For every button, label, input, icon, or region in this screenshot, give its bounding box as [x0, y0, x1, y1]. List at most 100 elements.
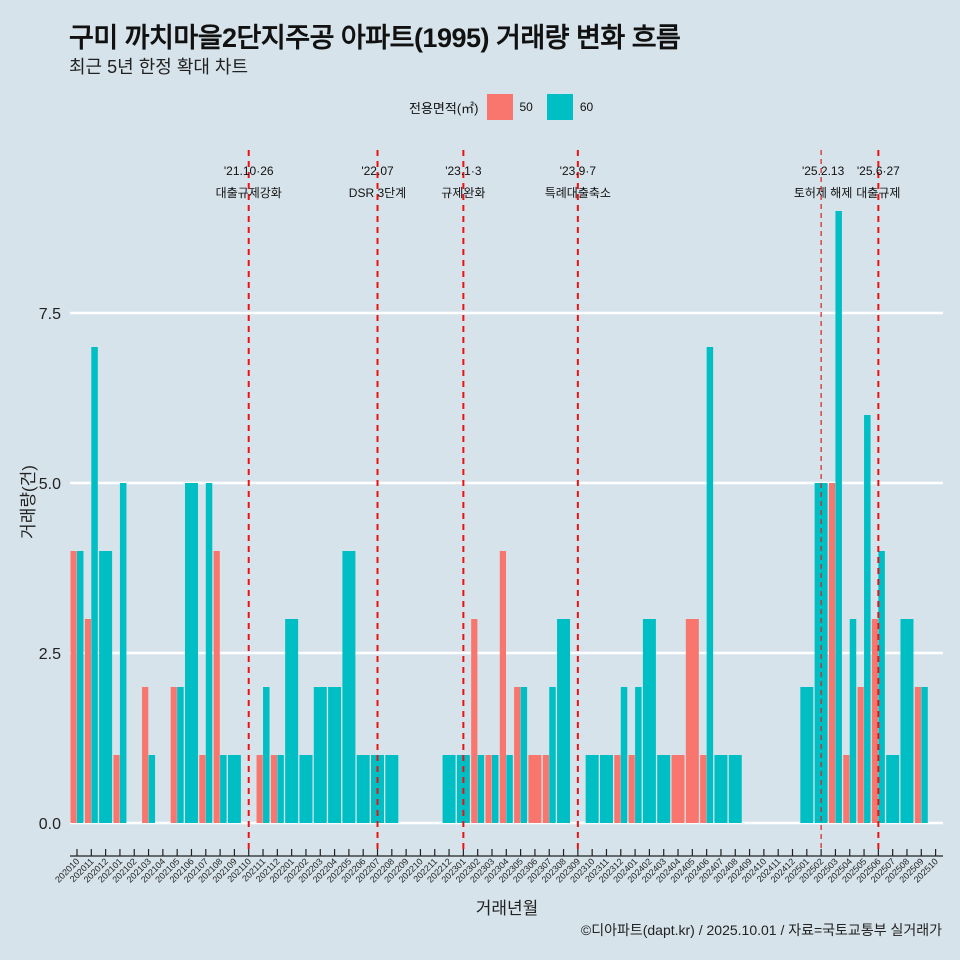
bar-60-202201: [285, 619, 299, 823]
bar-60-202407: [714, 755, 728, 823]
bar-60-202311: [599, 755, 613, 823]
bar-50-202312: [614, 755, 621, 823]
event-name-label: 토허제 해제: [794, 186, 853, 200]
event-date-label: '23.9·7: [560, 164, 597, 178]
bars: [70, 211, 928, 823]
event-date-label: '23.1·3: [445, 164, 482, 178]
bar-60-202506: [878, 551, 885, 823]
bar-60-202105: [177, 687, 184, 823]
bar-60-202504: [849, 619, 857, 823]
bar-60-202508: [900, 619, 914, 823]
bar-50-202010: [70, 551, 77, 823]
bar-50-202306: [528, 755, 542, 823]
bar-60-202101: [119, 483, 127, 823]
bar-50-202302: [471, 619, 478, 823]
bar-60-202406: [706, 347, 714, 823]
bar-60-202107: [205, 483, 213, 823]
bar-60-202403: [657, 755, 671, 823]
bar-60-202401: [635, 687, 642, 823]
bar-60-202204: [328, 687, 342, 823]
bar-50-202503: [828, 483, 836, 823]
chart-subtitle: 최근 5년 한정 확대 차트: [69, 57, 249, 77]
bar-50-202112: [270, 755, 278, 823]
bar-60-202308: [557, 619, 571, 823]
bar-50-202303: [485, 755, 492, 823]
event-date-label: '25.2.13: [802, 164, 845, 178]
bar-60-202303: [491, 755, 499, 823]
bar-50-202304: [499, 551, 506, 823]
bar-50-202504: [843, 755, 850, 823]
bar-50-202505: [857, 687, 864, 823]
bar-60-202205: [342, 551, 356, 823]
bar-60-202208: [385, 755, 399, 823]
bar-50-202107: [199, 755, 206, 823]
bar-60-202212: [442, 755, 456, 823]
bar-60-202312: [620, 687, 628, 823]
y-tick-label: 0.0: [39, 816, 61, 833]
bar-60-202505: [864, 415, 871, 823]
bar-50-202305: [514, 687, 521, 823]
bar-50-202404: [671, 755, 685, 823]
event-name-label: 대출규제강화: [216, 186, 282, 200]
bar-50-202108: [213, 551, 220, 823]
bar-60-202302: [477, 755, 485, 823]
x-axis: 2020102020112020122021012021022021032021…: [53, 849, 943, 885]
legend-label-50: 50: [519, 100, 533, 114]
legend: 전용면적(㎡) 50 60: [409, 93, 607, 121]
bar-60-202305: [520, 687, 528, 823]
bar-60-202402: [642, 619, 656, 823]
bar-60-202111: [263, 687, 270, 823]
legend-key-50: [486, 94, 513, 120]
bar-50-202401: [628, 755, 635, 823]
event-name-label: DSR 3단계: [349, 186, 406, 200]
bar-60-202010: [77, 551, 84, 823]
y-axis: 0.0 2.5 5.0 7.5: [39, 306, 61, 833]
bar-60-202202: [299, 755, 313, 823]
bar-60-202103: [148, 755, 156, 823]
bar-60-202203: [313, 687, 327, 823]
bar-60-202408: [728, 755, 742, 823]
bar-60-202108: [220, 755, 227, 823]
bar-60-202503: [835, 211, 842, 823]
bar-50-202011: [84, 619, 92, 823]
bar-60-202310: [585, 755, 599, 823]
bar-60-202502: [814, 483, 828, 823]
chart-title: 구미 까치마을2단지주공 아파트(1995) 거래량 변화 흐름: [69, 23, 681, 53]
bar-60-202011: [91, 347, 98, 823]
bar-60-202206: [356, 755, 370, 823]
event-date-label: '21.10·26: [224, 164, 274, 178]
y-tick-label: 5.0: [39, 476, 61, 493]
bar-50-202103: [142, 687, 149, 823]
y-tick-label: 2.5: [39, 646, 61, 663]
bar-50-202105: [170, 687, 177, 823]
event-lines: '21.10·26 대출규제강화 '22.07 DSR 3단계 '23.1·3 규제완화 '…: [216, 150, 900, 852]
event-date-label: '25.6·27: [857, 164, 900, 178]
legend-title: 전용면적(㎡): [409, 100, 479, 116]
event-name-label: 규제완화: [441, 186, 485, 200]
legend-key-60: [546, 94, 573, 120]
y-tick-label: 7.5: [39, 306, 61, 323]
bar-50-202406: [700, 755, 707, 823]
event-date-label: '22.07: [361, 164, 394, 178]
x-axis-title: 거래년월: [476, 899, 539, 918]
bar-60-202112: [277, 755, 284, 823]
bar-50-202111: [256, 755, 263, 823]
bar-60-202509: [921, 687, 928, 823]
source-caption: ©디아파트(dapt.kr) / 2025.10.01 / 자료=국토교통부 실…: [580, 922, 942, 938]
bar-60-202507: [886, 755, 900, 823]
bar-50-202506: [871, 619, 879, 823]
bar-60-202501: [800, 687, 814, 823]
bar-60-202012: [99, 551, 113, 823]
legend-label-60: 60: [579, 100, 594, 114]
bar-60-202106: [184, 483, 198, 823]
bar-50-202509: [914, 687, 921, 823]
bar-60-202304: [506, 755, 513, 823]
event-name-label: 특례대출축소: [545, 186, 611, 200]
y-axis-title: 거래량(건): [19, 465, 38, 539]
bar-50-202307: [542, 755, 549, 823]
bar-60-202307: [549, 687, 556, 823]
bar-60-202109: [227, 755, 241, 823]
bar-50-202101: [113, 755, 120, 823]
event-name-label: 대출규제: [856, 186, 900, 200]
